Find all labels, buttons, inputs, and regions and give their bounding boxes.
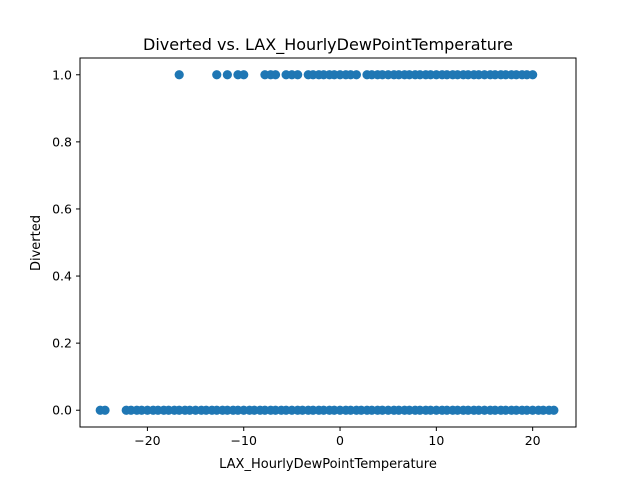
scatter-point-diverted-1 — [351, 70, 362, 80]
y-tick-label: 0.0 — [52, 403, 72, 418]
scatter-point-diverted-1 — [239, 70, 249, 80]
y-tick-label: 0.4 — [52, 269, 72, 284]
chart-title: Diverted vs. LAX_HourlyDewPointTemperatu… — [143, 35, 513, 55]
data-points — [95, 70, 559, 415]
y-axis-label: Diverted — [29, 215, 44, 271]
y-tick-label: 0.6 — [52, 201, 72, 216]
y-tick-label: 0.2 — [52, 336, 72, 351]
x-tick-label: 0 — [336, 433, 344, 448]
x-tick-label: −10 — [231, 433, 257, 448]
plot-area-frame — [79, 57, 577, 428]
y-axis-ticks: 0.0 0.2 0.4 0.6 0.8 1.0 — [52, 67, 80, 418]
y-tick-label: 1.0 — [52, 67, 72, 82]
scatter-point-diverted-1 — [212, 70, 222, 80]
y-tick-label: 0.8 — [52, 134, 72, 149]
scatter-point-diverted-0 — [549, 405, 559, 415]
x-axis-ticks: −20 −10 0 10 20 — [134, 427, 541, 448]
scatter-point-diverted-1 — [174, 70, 184, 80]
x-axis-label: LAX_HourlyDewPointTemperature — [219, 457, 437, 472]
x-tick-label: 20 — [525, 433, 541, 448]
scatter-point-diverted-1 — [528, 70, 538, 80]
scatter-point-diverted-1 — [293, 70, 303, 80]
x-tick-label: −20 — [134, 433, 160, 448]
x-tick-label: 10 — [428, 433, 444, 448]
scatter-point-diverted-0 — [100, 405, 110, 415]
scatter-point-diverted-1 — [270, 70, 281, 80]
scatter-point-diverted-1 — [222, 70, 232, 80]
